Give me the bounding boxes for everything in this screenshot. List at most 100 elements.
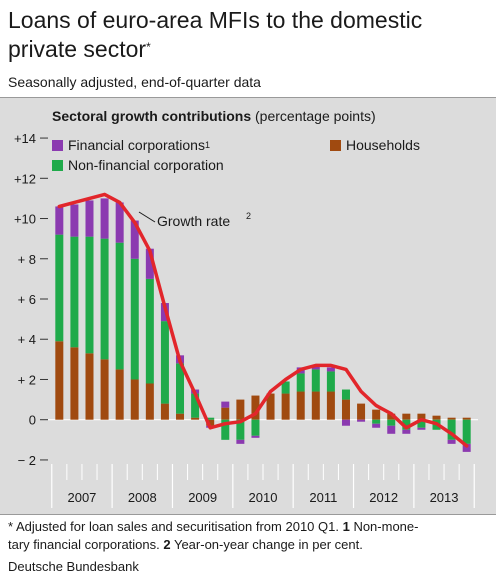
bar-households — [266, 393, 275, 420]
bar-financial — [462, 443, 471, 452]
bar-households — [145, 383, 154, 420]
panel-title-unit: (percentage points) — [255, 108, 376, 124]
title-footnote-mark: * — [146, 40, 151, 54]
year-label: 2012 — [369, 490, 398, 505]
legend-swatch-financial — [52, 139, 63, 151]
chart-title: Loans of euro-area MFIs to the domestic … — [8, 7, 423, 62]
panel-title-main: Sectoral growth contributions — [52, 108, 252, 124]
bar-nonfinancial — [160, 321, 169, 404]
panel-title: Sectoral growth contributions (percentag… — [52, 108, 376, 124]
bar-households — [236, 399, 245, 420]
bar-financial — [326, 367, 335, 372]
bar-households — [176, 413, 185, 420]
bar-nonfinancial — [130, 258, 139, 380]
bar-households — [70, 347, 79, 420]
bar-nonfinancial — [70, 236, 79, 348]
bar-households — [462, 417, 471, 420]
bar-households — [341, 399, 350, 420]
chart-subtitle: Seasonally adjusted, end-of-quarter data — [8, 74, 261, 90]
bar-nonfinancial — [447, 419, 456, 440]
bar-households — [281, 393, 290, 420]
footnote-ref: 1 — [342, 519, 350, 534]
growth-label-leader — [138, 211, 156, 223]
bar-nonfinancial — [417, 419, 426, 428]
bar-financial — [55, 206, 64, 235]
bar-households — [100, 359, 109, 420]
year-label: 2011 — [309, 490, 337, 505]
bar-households — [387, 413, 396, 420]
bar-financial — [221, 401, 230, 408]
bar-households — [221, 407, 230, 420]
bar-households — [296, 391, 305, 420]
bar-nonfinancial — [462, 419, 471, 444]
legend-label-nonfinancial: Non-financial corporation — [68, 157, 224, 173]
bar-households — [432, 415, 441, 420]
legend-label-financial: Financial corporations — [68, 137, 205, 153]
bar-financial — [236, 439, 245, 444]
y-tick-label: − 2 — [18, 453, 36, 468]
bar-nonfinancial — [55, 234, 64, 342]
y-tick-label: 0 — [29, 413, 36, 428]
bar-nonfinancial — [100, 238, 109, 360]
source-note: Deutsche Bundesbank — [8, 559, 139, 574]
bar-financial — [357, 419, 366, 422]
year-label: 2009 — [188, 490, 217, 505]
bar-households — [115, 369, 124, 420]
bar-nonfinancial — [296, 373, 305, 392]
footnote-part: Year-on-year change in per cent. — [170, 537, 363, 552]
legend-financial: Financial corporations 1 — [52, 137, 210, 153]
legend-note-financial: 1 — [204, 140, 210, 150]
growth-rate-label: Growth rate — [157, 213, 230, 229]
bar-households — [191, 417, 200, 420]
footnote-ref: 2 — [163, 537, 171, 552]
chart-panel — [0, 98, 496, 514]
y-tick-label: + 2 — [18, 372, 36, 387]
y-tick-label: + 6 — [18, 292, 36, 307]
bar-nonfinancial — [85, 236, 94, 354]
bar-nonfinancial — [326, 371, 335, 392]
bar-nonfinancial — [372, 419, 381, 424]
bar-financial — [372, 423, 381, 428]
bar-households — [55, 341, 64, 420]
footnote: * Adjusted for loan sales and securitisa… — [8, 518, 492, 554]
bar-households — [417, 413, 426, 420]
bottom-rule — [0, 514, 496, 515]
bar-nonfinancial — [221, 419, 230, 440]
bar-households — [326, 391, 335, 420]
legend-swatch-households — [330, 139, 341, 151]
legend-label-households: Households — [346, 137, 420, 153]
year-label: 2007 — [67, 490, 96, 505]
bar-nonfinancial — [281, 381, 290, 394]
bar-financial — [85, 200, 94, 237]
y-tick-label: + 8 — [18, 252, 36, 267]
bar-nonfinancial — [341, 389, 350, 400]
bar-households — [206, 419, 215, 426]
bar-nonfinancial — [311, 369, 320, 392]
footnote-part: tary financial corporations. — [8, 537, 164, 552]
bar-nonfinancial — [251, 419, 260, 436]
bar-financial — [100, 198, 109, 239]
bar-financial — [417, 427, 426, 430]
y-tick-label: +14 — [14, 131, 36, 146]
bar-financial — [387, 425, 396, 434]
bar-nonfinancial — [236, 419, 245, 440]
bar-financial — [115, 202, 124, 243]
growth-rate-line — [57, 192, 469, 448]
bar-households — [251, 395, 260, 420]
year-label: 2010 — [249, 490, 278, 505]
bar-nonfinancial — [191, 393, 200, 418]
y-tick-label: + 4 — [18, 332, 36, 347]
bar-nonfinancial — [402, 419, 411, 430]
bar-households — [402, 413, 411, 420]
bar-financial — [402, 429, 411, 434]
bar-nonfinancial — [387, 419, 396, 426]
growth-rate-note: 2 — [246, 211, 251, 221]
bar-nonfinancial — [115, 242, 124, 370]
bar-households — [85, 353, 94, 420]
bar-households — [130, 379, 139, 420]
bar-households — [447, 417, 456, 420]
year-label: 2013 — [430, 490, 459, 505]
y-tick-label: +12 — [14, 171, 36, 186]
bar-financial — [130, 220, 139, 259]
